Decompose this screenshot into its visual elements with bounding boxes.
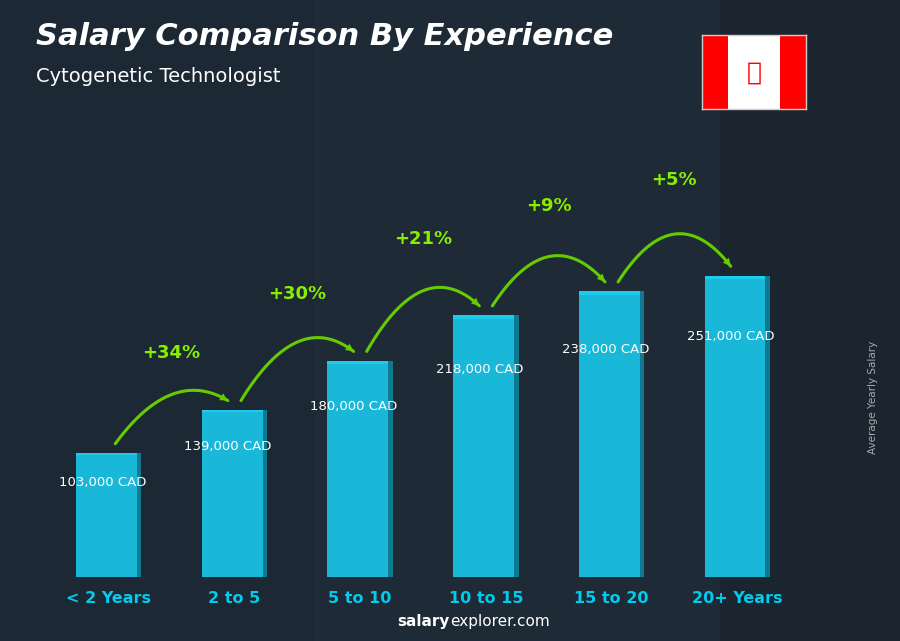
Text: 🍁: 🍁 <box>746 60 761 84</box>
Text: +30%: +30% <box>268 285 327 303</box>
Bar <box>640 292 644 577</box>
Text: +21%: +21% <box>394 230 452 248</box>
Bar <box>705 276 770 577</box>
Bar <box>328 361 392 577</box>
Text: +34%: +34% <box>142 344 201 362</box>
Text: salary: salary <box>398 615 450 629</box>
Text: +9%: +9% <box>526 197 572 215</box>
Text: 251,000 CAD: 251,000 CAD <box>688 330 775 343</box>
Bar <box>705 276 765 279</box>
Bar <box>137 453 141 577</box>
Bar <box>454 315 518 577</box>
Bar <box>779 35 806 109</box>
Bar <box>202 410 267 577</box>
Text: 180,000 CAD: 180,000 CAD <box>310 400 398 413</box>
Bar <box>202 410 263 412</box>
Text: explorer.com: explorer.com <box>450 615 550 629</box>
Bar <box>76 453 137 455</box>
Text: Salary Comparison By Experience: Salary Comparison By Experience <box>36 22 613 51</box>
Text: 218,000 CAD: 218,000 CAD <box>436 363 523 376</box>
Bar <box>388 361 392 577</box>
Bar <box>454 315 514 319</box>
Bar <box>579 292 640 295</box>
Text: Cytogenetic Technologist: Cytogenetic Technologist <box>36 67 281 87</box>
Bar <box>702 35 728 109</box>
Bar <box>328 361 388 363</box>
Text: Average Yearly Salary: Average Yearly Salary <box>868 341 878 454</box>
Bar <box>76 453 141 577</box>
Text: +5%: +5% <box>652 171 698 189</box>
Bar <box>728 35 779 109</box>
Text: 238,000 CAD: 238,000 CAD <box>562 343 649 356</box>
Text: 139,000 CAD: 139,000 CAD <box>184 440 272 453</box>
Bar <box>514 315 518 577</box>
Text: 103,000 CAD: 103,000 CAD <box>58 476 146 488</box>
Bar <box>579 292 644 577</box>
Bar <box>263 410 267 577</box>
Bar <box>765 276 770 577</box>
